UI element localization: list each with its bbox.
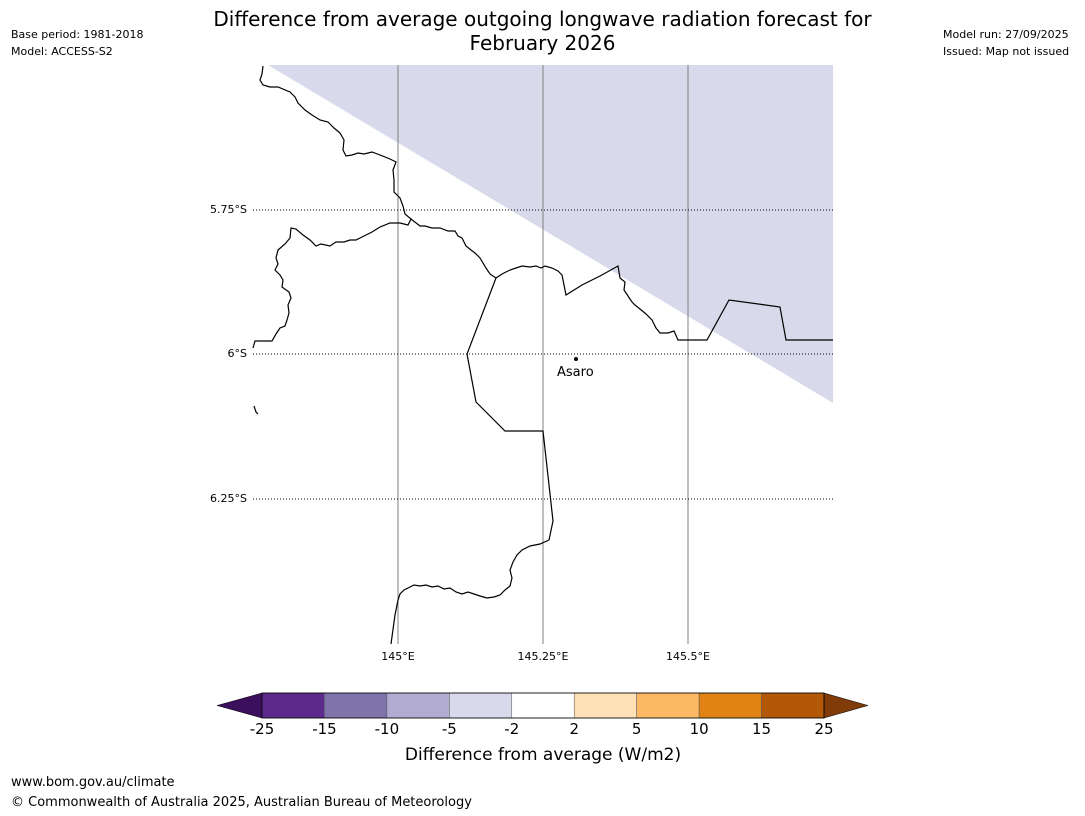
lon-label-145-5: 145.5°E — [666, 650, 710, 663]
title-line-2: February 2026 — [469, 31, 616, 55]
colorbar-bin — [761, 692, 825, 719]
model-name: Model: ACCESS-S2 — [11, 45, 113, 58]
asaro-marker — [574, 357, 578, 361]
coast-fragment — [253, 405, 259, 415]
colorbar-tick-label: 2 — [569, 720, 579, 738]
lat-label-6-25: 6.25°S — [210, 492, 247, 505]
colorbar-tick-label: 10 — [689, 720, 709, 738]
colorbar-bin — [324, 692, 388, 719]
title-line-1: Difference from average outgoing longwav… — [213, 7, 872, 31]
colorbar-bin — [573, 692, 637, 719]
colorbar-extend-high — [823, 692, 869, 719]
metadata-right: Model run: 27/09/2025 Issued: Map not is… — [943, 26, 1069, 60]
colorbar-tick-label: 5 — [631, 720, 642, 738]
lon-label-145: 145°E — [381, 650, 415, 663]
footer-copyright: © Commonwealth of Australia 2025, Austra… — [11, 795, 472, 810]
colorbar-bin — [636, 692, 700, 719]
colorbar-extend-low — [216, 692, 263, 719]
colorbar-title: Difference from average (W/m2) — [404, 745, 682, 765]
colorbar-tick-label: -25 — [249, 720, 275, 738]
colorbar-tick-label: -5 — [441, 720, 457, 738]
colorbar-outline — [261, 692, 825, 719]
province-boundary-north — [252, 65, 412, 349]
province-boundary-west — [390, 277, 554, 645]
colorbar-tick-label: -15 — [312, 720, 337, 738]
model-run: Model run: 27/09/2025 — [943, 28, 1069, 41]
anomaly-shade-region — [268, 65, 833, 403]
lat-label-6: 6°S — [227, 347, 247, 360]
lat-label-5-75: 5.75°S — [210, 203, 247, 216]
colorbar — [216, 692, 869, 719]
colorbar-bin — [698, 692, 762, 719]
map-title: Difference from average outgoing longwav… — [180, 7, 905, 55]
colorbar-bin — [511, 692, 575, 719]
issued-status: Issued: Map not issued — [943, 45, 1070, 58]
metadata-left: Base period: 1981-2018 Model: ACCESS-S2 — [11, 26, 143, 60]
colorbar-tick-label: -10 — [374, 720, 400, 738]
lon-label-145-25: 145.25°E — [517, 650, 569, 663]
colorbar-tick-label: -2 — [504, 720, 520, 738]
colorbar-bin — [386, 692, 450, 719]
base-period: Base period: 1981-2018 — [11, 28, 144, 41]
place-label-asaro: Asaro — [557, 365, 594, 380]
colorbar-bin — [449, 692, 513, 719]
province-boundary-central — [410, 218, 833, 341]
colorbar-bin — [261, 692, 325, 719]
footer-url[interactable]: www.bom.gov.au/climate — [11, 775, 175, 790]
colorbar-tick-label: 15 — [752, 720, 772, 738]
colorbar-tick-label: 25 — [814, 720, 834, 738]
